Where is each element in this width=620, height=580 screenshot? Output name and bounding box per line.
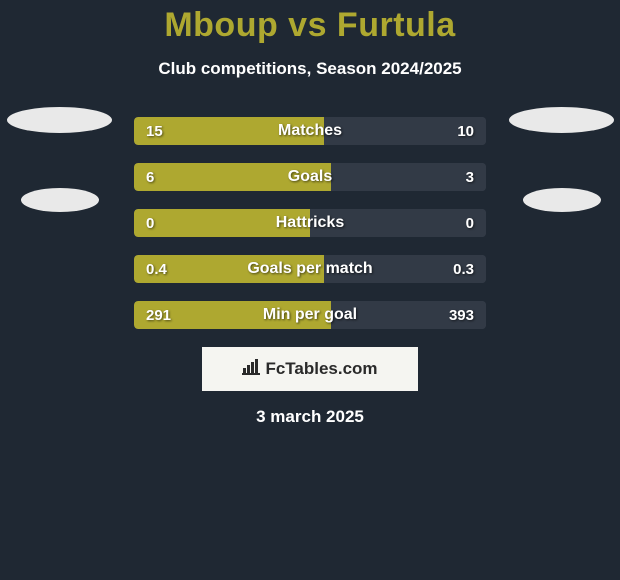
stat-row: Goals per match0.40.3 bbox=[134, 255, 486, 283]
brand-text: FcTables.com bbox=[265, 359, 377, 379]
placeholder-ellipse bbox=[7, 107, 112, 133]
team-right-badge bbox=[509, 107, 614, 212]
bar-right-fill bbox=[331, 301, 486, 329]
stats-bars: Matches1510 Goals63 Hattricks00 Goals per m… bbox=[134, 117, 486, 329]
placeholder-ellipse bbox=[509, 107, 614, 133]
bar-right-fill bbox=[324, 255, 486, 283]
stat-row: Hattricks00 bbox=[134, 209, 486, 237]
stat-row: Goals63 bbox=[134, 163, 486, 191]
team-left-badge bbox=[7, 107, 112, 212]
chart-icon bbox=[242, 359, 260, 380]
stat-row: Matches1510 bbox=[134, 117, 486, 145]
date-text: 3 march 2025 bbox=[0, 407, 620, 427]
bar-right-fill bbox=[331, 163, 486, 191]
bar-right-fill bbox=[324, 117, 486, 145]
placeholder-ellipse bbox=[21, 188, 99, 212]
placeholder-ellipse bbox=[523, 188, 601, 212]
brand-box: FcTables.com bbox=[202, 347, 418, 391]
stat-row: Min per goal291393 bbox=[134, 301, 486, 329]
bar-left-fill bbox=[134, 209, 310, 237]
bar-left-fill bbox=[134, 163, 331, 191]
bar-left-fill bbox=[134, 117, 324, 145]
bar-left-fill bbox=[134, 301, 331, 329]
bar-left-fill bbox=[134, 255, 324, 283]
bar-right-fill bbox=[310, 209, 486, 237]
page-title: Mboup vs Furtula bbox=[0, 0, 620, 45]
subtitle: Club competitions, Season 2024/2025 bbox=[0, 59, 620, 79]
